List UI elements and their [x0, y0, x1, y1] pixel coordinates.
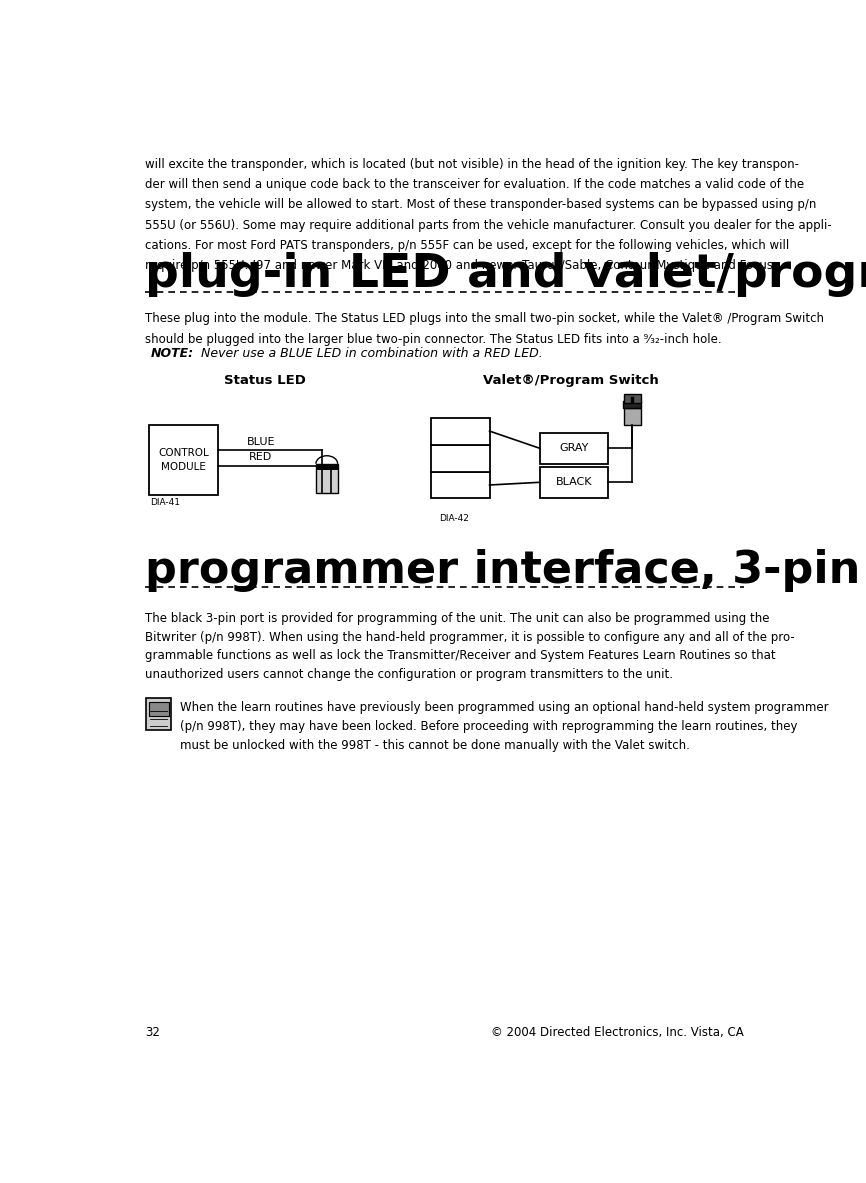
Text: When the learn routines have previously been programmed using an optional hand-h: When the learn routines have previously … [179, 702, 828, 715]
Bar [431, 472, 489, 498]
Text: unauthorized users cannot change the configuration or program transmitters to th: unauthorized users cannot change the con… [145, 668, 673, 681]
Bar [146, 698, 171, 730]
Text: NOTE:: NOTE: [151, 347, 194, 360]
Text: 555U (or 556U). Some may require additional parts from the vehicle manufacturer.: 555U (or 556U). Some may require additio… [145, 219, 831, 232]
Bar [540, 433, 608, 464]
Text: Bitwriter (p/n 998T). When using the hand-held programmer, it is possible to con: Bitwriter (p/n 998T). When using the han… [145, 631, 794, 644]
Bar [431, 418, 489, 445]
Text: BLACK: BLACK [556, 477, 592, 487]
Text: should be plugged into the larger blue two-pin connector. The Status LED fits in: should be plugged into the larger blue t… [145, 332, 721, 345]
Text: grammable functions as well as lock the Transmitter/Receiver and System Features: grammable functions as well as lock the … [145, 649, 775, 662]
Text: cations. For most Ford PATS transponders, p/n 555F can be used, except for the f: cations. For most Ford PATS transponders… [145, 239, 789, 252]
Text: der will then send a unique code back to the transceiver for evaluation. If the : der will then send a unique code back to… [145, 179, 804, 192]
Bar [624, 408, 641, 425]
Bar [149, 426, 218, 494]
Text: will excite the transponder, which is located (but not visible) in the head of t: will excite the transponder, which is lo… [145, 159, 798, 172]
Text: DIA-41: DIA-41 [150, 498, 180, 508]
Text: programmer interface, 3-pin black plug: programmer interface, 3-pin black plug [145, 549, 866, 592]
Text: DIA-42: DIA-42 [439, 513, 469, 523]
Text: Never use a BLUE LED in combination with a RED LED.: Never use a BLUE LED in combination with… [197, 347, 543, 360]
Text: Status LED: Status LED [224, 374, 306, 387]
Text: CONTROL
MODULE: CONTROL MODULE [158, 448, 209, 472]
Text: plug-in LED and valet/program switch: plug-in LED and valet/program switch [145, 252, 866, 297]
Text: system, the vehicle will be allowed to start. Most of these transponder-based sy: system, the vehicle will be allowed to s… [145, 199, 816, 212]
Text: BLUE: BLUE [247, 438, 275, 447]
Text: require p/n 555U: ’97 and newer Mark VII, and 2000 and newer Taurus/Sable, Conto: require p/n 555U: ’97 and newer Mark VII… [145, 259, 777, 272]
Text: The black 3-pin port is provided for programming of the unit. The unit can also : The black 3-pin port is provided for pro… [145, 612, 769, 625]
Text: (p/n 998T), they may have been locked. Before proceeding with reprogramming the : (p/n 998T), they may have been locked. B… [179, 719, 797, 732]
Text: must be unlocked with the 998T - this cannot be done manually with the Valet swi: must be unlocked with the 998T - this ca… [179, 738, 689, 751]
Bar [540, 467, 608, 498]
Bar [316, 464, 338, 471]
Text: RED: RED [249, 452, 273, 463]
Bar [431, 445, 489, 472]
Text: 32: 32 [145, 1026, 159, 1039]
Bar [149, 702, 169, 716]
Text: GRAY: GRAY [559, 444, 589, 453]
Text: © 2004 Directed Electronics, Inc. Vista, CA: © 2004 Directed Electronics, Inc. Vista,… [491, 1026, 744, 1039]
Bar [623, 401, 642, 408]
Bar [316, 464, 338, 493]
Text: These plug into the module. The Status LED plugs into the small two-pin socket, : These plug into the module. The Status L… [145, 312, 824, 325]
Text: Valet®/Program Switch: Valet®/Program Switch [483, 374, 659, 387]
Bar [624, 394, 641, 403]
